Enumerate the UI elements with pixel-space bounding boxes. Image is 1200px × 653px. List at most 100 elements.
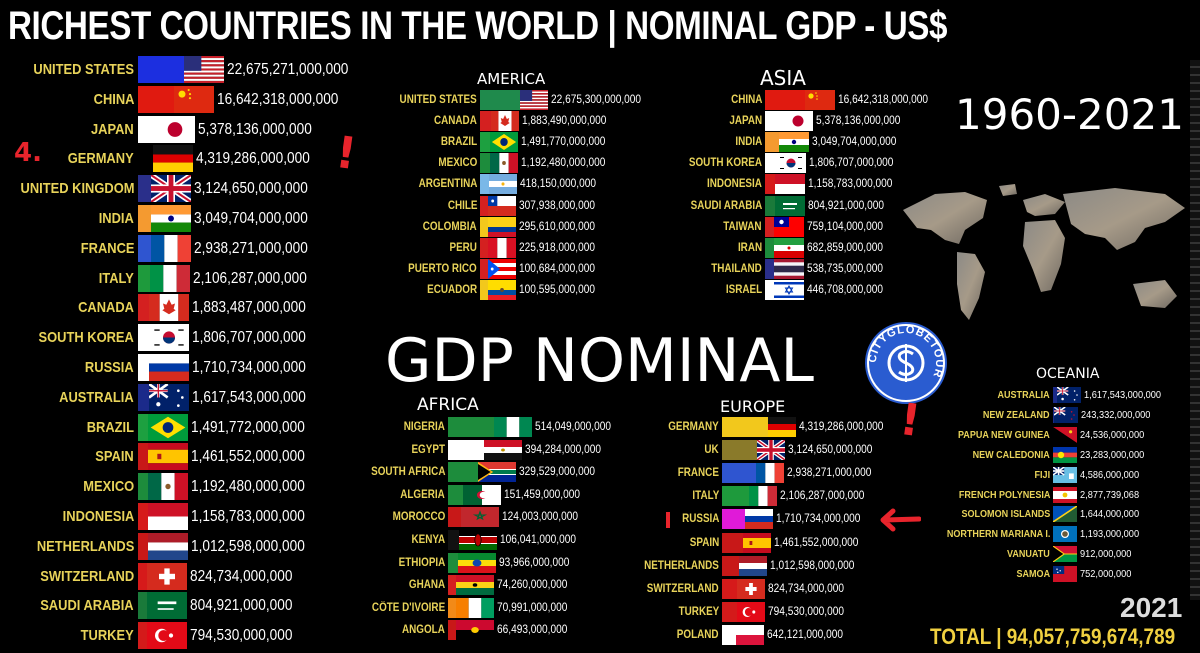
bar bbox=[765, 132, 779, 153]
bar bbox=[138, 443, 149, 471]
bar-label: AUSTRALIA bbox=[59, 388, 134, 406]
bar-value: 1,617,543,000,000 bbox=[1084, 389, 1162, 401]
bar-label: PUERTO RICO bbox=[408, 262, 477, 275]
bar-label: ECUADOR bbox=[426, 283, 477, 296]
bar-row: RUSSIA 1,710,734,000,000 bbox=[630, 509, 930, 530]
bar-value: 418,150,000,000 bbox=[519, 178, 596, 191]
bar-value: 16,642,318,000,000 bbox=[216, 90, 339, 108]
bar-row: NORTHERN MARIANA I. 1,193,000,000 bbox=[930, 526, 1190, 543]
bar-label: IRAN bbox=[737, 241, 762, 254]
bar-label: SOUTH KOREA bbox=[38, 329, 134, 347]
bar-row: PERU 225,918,000,000 bbox=[388, 237, 688, 258]
bar-row: SAUDI ARABIA 804,921,000,000 bbox=[0, 592, 370, 620]
flag-fr-icon bbox=[150, 234, 191, 262]
bar-label: CHILE bbox=[447, 199, 477, 212]
bar-label: NEW ZEALAND bbox=[983, 408, 1050, 421]
bar-label: SOUTH AFRICA bbox=[370, 466, 445, 479]
bar bbox=[138, 56, 184, 83]
europe-mark bbox=[666, 512, 670, 528]
bar-label: TAIWAN bbox=[723, 220, 762, 233]
bar-label: CANADA bbox=[78, 299, 134, 317]
flag-id-icon bbox=[147, 503, 188, 530]
bar bbox=[765, 279, 774, 300]
bar-row: SOUTH KOREA 1,806,707,000,000 bbox=[0, 324, 370, 352]
edge-strip bbox=[1190, 60, 1200, 600]
bar-row: SWITZERLAND 824,734,000,000 bbox=[630, 578, 930, 599]
bar-value: 1,617,543,000,000 bbox=[191, 388, 306, 406]
flag-ch-icon bbox=[737, 578, 766, 599]
bar-label: ALGERIA bbox=[400, 488, 445, 501]
bar-row: CHINA 16,642,318,000,000 bbox=[720, 90, 1020, 110]
flag-br-icon bbox=[148, 413, 189, 441]
bar-label: SAMOA bbox=[1016, 568, 1050, 581]
flag-ir-icon bbox=[774, 237, 805, 258]
bar-value: 2,938,271,000,000 bbox=[786, 467, 872, 480]
flag-cl-icon bbox=[488, 195, 517, 216]
flag-mp-icon bbox=[1053, 526, 1077, 543]
flag-ch-icon bbox=[147, 562, 188, 590]
bar-value: 23,283,000,000 bbox=[1080, 448, 1145, 461]
bar-label: SOUTH KOREA bbox=[688, 157, 762, 170]
bar-value: 759,104,000,000 bbox=[807, 220, 884, 233]
rank-annotation: 4. bbox=[14, 138, 42, 168]
bar-value: 243,332,000,000 bbox=[1080, 408, 1150, 421]
bar-row: EGYPT 394,284,000,000 bbox=[356, 439, 656, 460]
flag-vu-icon bbox=[1053, 546, 1077, 563]
region-title-oceania: OCEANIA bbox=[1036, 366, 1100, 382]
bar bbox=[138, 85, 174, 113]
flag-il-icon bbox=[773, 279, 804, 300]
bar-value: 22,675,271,000,000 bbox=[227, 61, 349, 78]
bar-row: FIJI 4,586,000,000 bbox=[930, 466, 1190, 483]
bar bbox=[722, 601, 737, 622]
bar-label: NETHERLANDS bbox=[36, 537, 134, 555]
bar-label: GERMANY bbox=[68, 150, 134, 168]
flag-ru-icon bbox=[148, 354, 189, 381]
flag-tr-icon bbox=[736, 601, 765, 622]
bar-label: AUSTRALIA bbox=[997, 389, 1050, 401]
bar bbox=[722, 417, 768, 437]
bar-value: 4,586,000,000 bbox=[1080, 468, 1140, 481]
bar bbox=[765, 216, 775, 237]
cityglobetour-logo: CITYGLOBETOUR bbox=[865, 322, 947, 404]
bar bbox=[138, 383, 149, 411]
bar-row: MEXICO 1,192,480,000,000 bbox=[388, 153, 688, 174]
bar-row: AUSTRALIA 1,617,543,000,000 bbox=[0, 383, 370, 411]
bar-value: 446,708,000,000 bbox=[806, 283, 883, 296]
flag-sa-icon bbox=[147, 592, 188, 620]
bar-label: JAPAN bbox=[729, 115, 762, 128]
bar bbox=[1053, 406, 1054, 423]
bar-value: 124,003,000,000 bbox=[501, 511, 578, 524]
bar bbox=[138, 294, 150, 322]
bar-label: SPAIN bbox=[95, 448, 134, 466]
bar-row: UNITED KINGDOM 3,124,650,000,000 bbox=[0, 175, 370, 203]
bar-value: 5,378,136,000,000 bbox=[816, 115, 901, 128]
flag-pg-icon bbox=[1053, 426, 1078, 443]
bar bbox=[480, 153, 490, 174]
bar bbox=[722, 532, 743, 553]
flag-cn-icon bbox=[805, 90, 835, 110]
bar-row: SPAIN 1,461,552,000,000 bbox=[0, 443, 370, 471]
bar-label: FRANCE bbox=[677, 467, 719, 480]
flag-kr-icon bbox=[776, 153, 807, 174]
bar-value: 74,260,000,000 bbox=[497, 579, 568, 592]
bar-value: 329,529,000,000 bbox=[519, 466, 596, 479]
flag-ec-icon bbox=[488, 279, 517, 300]
bar bbox=[722, 509, 746, 530]
bar-label: VANUATU bbox=[1007, 548, 1050, 561]
bar bbox=[722, 578, 738, 599]
flag-za-icon bbox=[478, 462, 517, 483]
bar-value: 151,459,000,000 bbox=[503, 488, 580, 501]
flag-it-icon bbox=[149, 264, 190, 292]
flag-fj-icon bbox=[1053, 466, 1077, 483]
flag-nc-icon bbox=[1053, 446, 1078, 463]
bar bbox=[138, 503, 148, 530]
bar bbox=[138, 234, 151, 262]
bar-value: 824,734,000,000 bbox=[768, 582, 845, 595]
bar-value: 804,921,000,000 bbox=[190, 597, 293, 615]
bar-row: SAMOA 752,000,000 bbox=[930, 566, 1190, 583]
region-title-asia: ASIA bbox=[760, 66, 806, 90]
bar-label: FIJI bbox=[1034, 468, 1050, 481]
bar-label: COLOMBIA bbox=[423, 220, 477, 233]
bar-row: THAILAND 538,735,000,000 bbox=[711, 258, 1020, 279]
bar-label: UNITED STATES bbox=[33, 61, 134, 78]
